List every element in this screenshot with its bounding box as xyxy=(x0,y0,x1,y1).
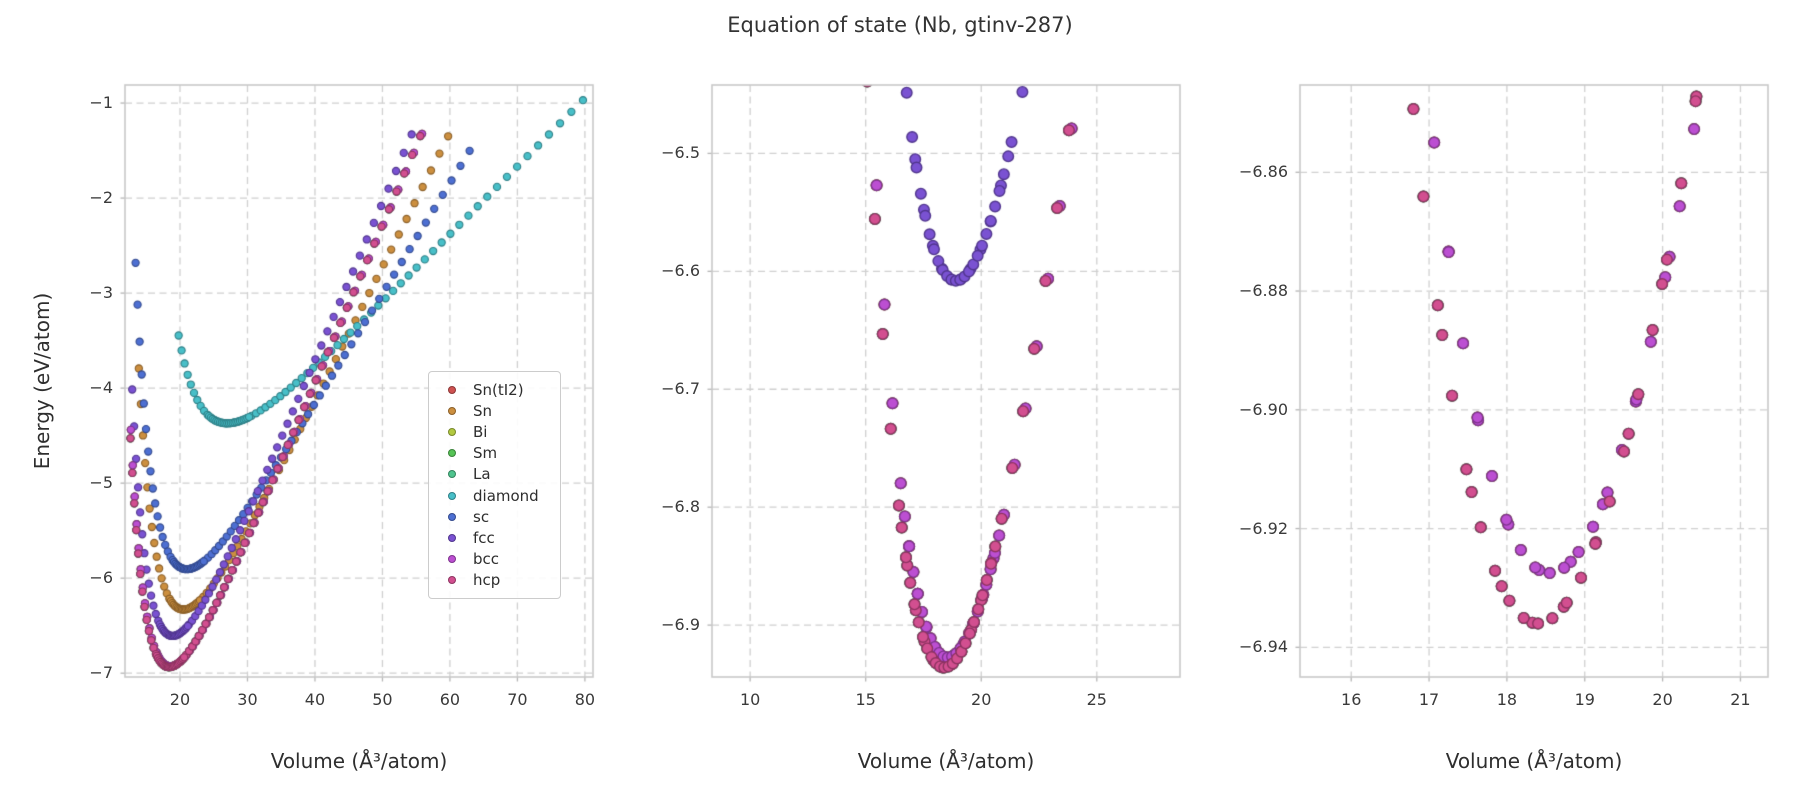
xtick-zoom-fine-21: 21 xyxy=(1730,690,1751,709)
ytick-overview-−1: −1 xyxy=(89,93,113,113)
xtick-zoom-fine-20: 20 xyxy=(1652,690,1673,709)
xtick-overview-60: 60 xyxy=(439,690,461,709)
legend-label-fcc: fcc xyxy=(473,529,495,548)
ytick-overview-−5: −5 xyxy=(89,473,113,493)
xtick-overview-70: 70 xyxy=(507,690,528,709)
ytick-overview-−6: −6 xyxy=(89,568,113,588)
legend-marker-diamond xyxy=(448,491,456,500)
ytick-zoom-fine-−6.88: −6.88 xyxy=(1238,281,1288,301)
legend-label-diamond: diamond xyxy=(473,486,539,505)
legend-marker-bcc xyxy=(448,555,456,564)
legend-item-hcp: hcp xyxy=(438,570,550,591)
legend-marker-fcc xyxy=(448,534,456,543)
ytick-zoom-fine-−6.90: −6.90 xyxy=(1238,399,1288,419)
xtick-overview-40: 40 xyxy=(304,690,326,709)
xtick-zoom-fine-19: 19 xyxy=(1574,690,1595,709)
ytick-overview-−7: −7 xyxy=(89,663,113,683)
legend-item-Bi: Bi xyxy=(438,421,550,442)
legend-marker-Sm xyxy=(448,449,456,458)
legend-marker-La xyxy=(448,470,456,479)
xtick-overview-30: 30 xyxy=(237,690,258,709)
xtick-zoom-mid-10: 10 xyxy=(739,690,761,709)
xtick-zoom-mid-20: 20 xyxy=(971,690,992,709)
legend-marker-hcp xyxy=(448,576,456,585)
xtick-overview-80: 80 xyxy=(574,690,596,709)
ytick-zoom-mid-−6.5: −6.5 xyxy=(661,143,700,163)
xtick-zoom-mid-15: 15 xyxy=(855,690,876,709)
legend-label-sc: sc xyxy=(473,507,490,526)
ytick-zoom-mid-−6.9: −6.9 xyxy=(661,615,700,635)
x-axis-label-overview: Volume (Å³/atom) xyxy=(270,749,448,773)
legend-item-La: La xyxy=(438,464,550,485)
ytick-zoom-fine-−6.94: −6.94 xyxy=(1238,637,1288,657)
ytick-zoom-mid-−6.7: −6.7 xyxy=(661,379,700,399)
xtick-zoom-fine-17: 17 xyxy=(1418,690,1440,709)
legend: Sn(tI2) Sn Bi Sm La diamond sc fcc bcc hcp xyxy=(428,371,561,599)
legend-label-Sn: Sn xyxy=(473,401,493,420)
legend-marker-Bi xyxy=(448,428,456,436)
x-axis-label-zoom-mid: Volume (Å³/atom) xyxy=(857,749,1035,773)
figure-title: Equation of state (Nb, gtinv-287) xyxy=(727,13,1073,37)
xtick-zoom-fine-16: 16 xyxy=(1341,690,1362,709)
legend-item-fcc: fcc xyxy=(438,527,550,548)
ytick-zoom-fine-−6.86: −6.86 xyxy=(1238,162,1288,182)
xtick-overview-20: 20 xyxy=(169,690,191,709)
ytick-zoom-mid-−6.8: −6.8 xyxy=(661,497,700,517)
legend-marker-Sn xyxy=(448,406,456,415)
legend-item-sc: sc xyxy=(438,506,550,527)
legend-item-Sn: Sn xyxy=(438,400,550,421)
legend-marker-Sn(tI2) xyxy=(448,385,456,394)
legend-label-bcc: bcc xyxy=(473,550,500,569)
ytick-overview-−4: −4 xyxy=(89,378,113,398)
legend-label-La: La xyxy=(473,465,491,484)
legend-label-Sn(tI2): Sn(tI2) xyxy=(473,380,524,399)
legend-item-bcc: bcc xyxy=(438,549,550,570)
x-axis-label-zoom-fine: Volume (Å³/atom) xyxy=(1445,749,1623,773)
legend-marker-sc xyxy=(448,512,456,521)
legend-item-diamond: diamond xyxy=(438,485,550,506)
ytick-overview-−2: −2 xyxy=(89,188,113,208)
xtick-overview-50: 50 xyxy=(372,690,393,709)
ytick-zoom-mid-−6.6: −6.6 xyxy=(661,261,700,281)
ytick-zoom-fine-−6.92: −6.92 xyxy=(1238,518,1288,538)
legend-item-Sn(tI2): Sn(tI2) xyxy=(438,379,550,400)
xtick-zoom-fine-18: 18 xyxy=(1496,690,1518,709)
legend-label-Sm: Sm xyxy=(473,444,498,463)
legend-label-hcp: hcp xyxy=(473,571,501,590)
xtick-zoom-mid-25: 25 xyxy=(1086,690,1107,709)
legend-item-Sm: Sm xyxy=(438,443,550,464)
legend-label-Bi: Bi xyxy=(473,423,488,441)
ytick-overview-−3: −3 xyxy=(89,283,113,303)
